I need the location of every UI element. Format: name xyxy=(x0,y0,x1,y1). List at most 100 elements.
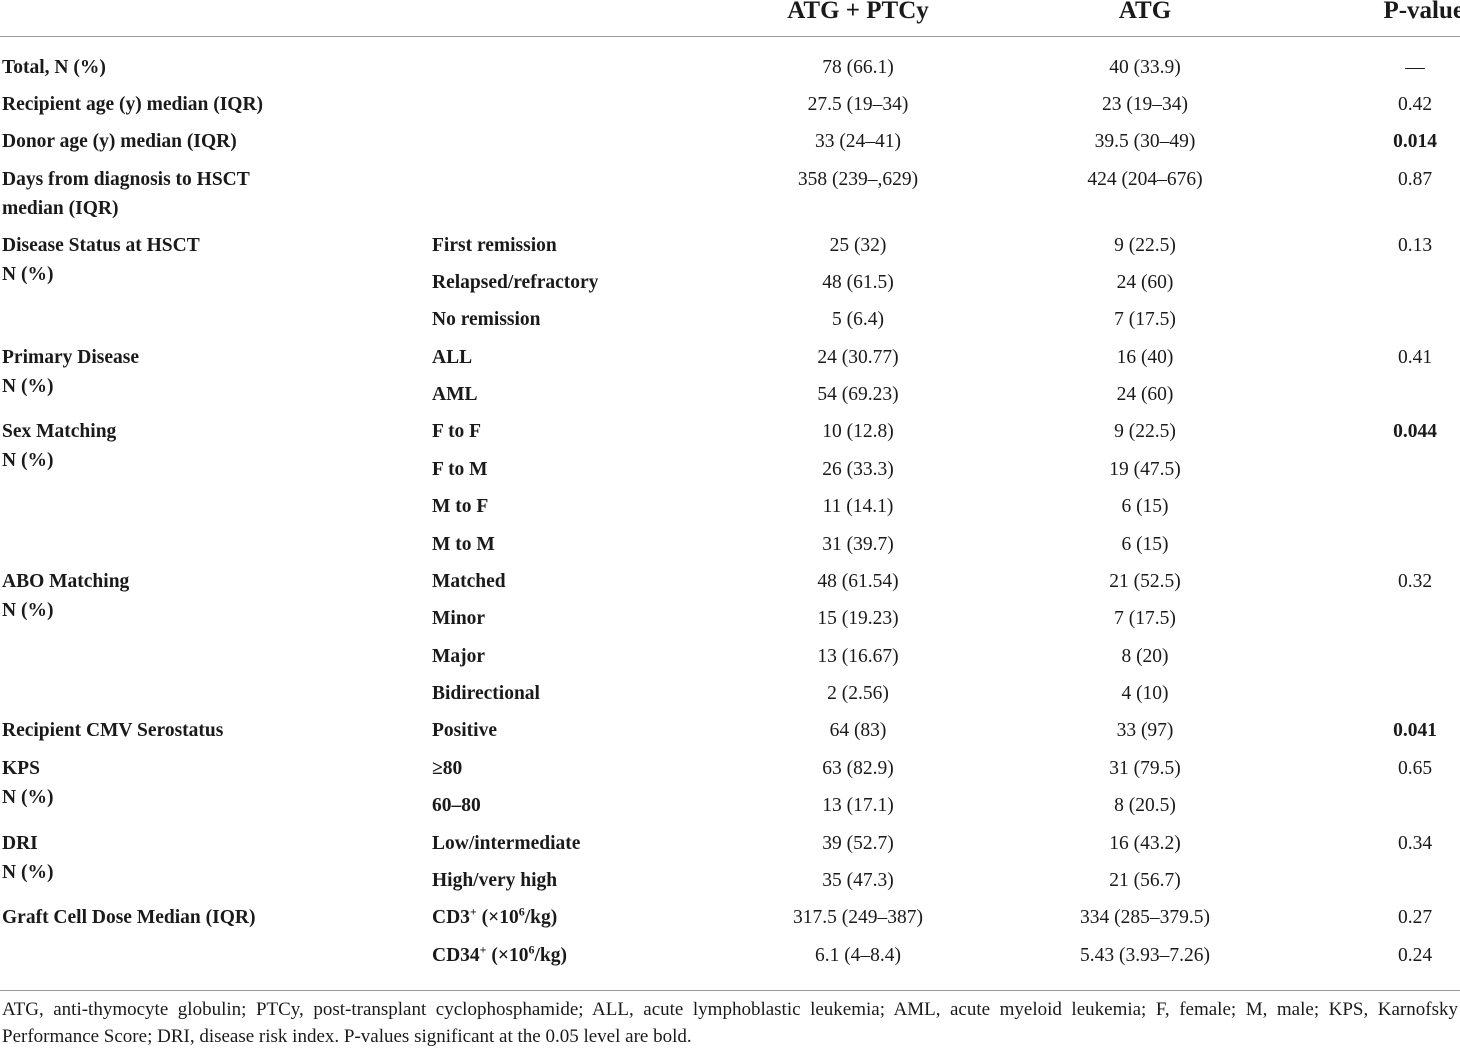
value-atg: 33 (97) xyxy=(1116,720,1174,741)
row-category: M to M xyxy=(432,530,732,559)
value-atg: 39.5 (30–49) xyxy=(1094,131,1196,152)
category-label: 60–80 xyxy=(432,795,481,816)
category-superscript: + xyxy=(479,942,487,957)
row-category: AML xyxy=(432,380,732,409)
value-atg: 6 (15) xyxy=(1121,496,1169,517)
value-atg-ptcy: 2 (2.56) xyxy=(827,683,889,704)
row-characteristic: Recipient CMV Serostatus xyxy=(2,716,422,745)
p-value: 0.42 xyxy=(1397,94,1433,115)
characteristic-label: Days from diagnosis to HSCT xyxy=(2,169,250,190)
category-label: Bidirectional xyxy=(432,683,540,704)
category-label: No remission xyxy=(432,309,541,330)
characteristic-sublabel: N (%) xyxy=(2,376,54,397)
row-category: Relapsed/refractory xyxy=(432,268,732,297)
value-atg-ptcy: 13 (17.1) xyxy=(822,795,894,816)
characteristic-label: Sex Matching xyxy=(2,421,117,442)
row-category: First remission xyxy=(432,231,732,260)
characteristic-label: DRI xyxy=(2,833,38,854)
category-label: Positive xyxy=(432,720,497,741)
header-p-value: P-value xyxy=(1383,0,1460,24)
value-atg-ptcy: 13 (16.67) xyxy=(817,646,899,667)
value-atg-ptcy: 24 (30.77) xyxy=(817,347,899,368)
value-atg: 19 (47.5) xyxy=(1109,459,1181,480)
category-label: M to M xyxy=(432,534,495,555)
value-atg-ptcy: 6.1 (4–8.4) xyxy=(814,945,902,966)
row-category: Bidirectional xyxy=(432,679,732,708)
row-characteristic: DRI N (%) xyxy=(2,829,422,887)
category-label: CD3 xyxy=(432,907,470,928)
value-atg-ptcy: 31 (39.7) xyxy=(822,534,894,555)
value-atg: 8 (20) xyxy=(1121,646,1169,667)
p-value: 0.27 xyxy=(1397,907,1433,928)
row-category: ALL xyxy=(432,343,732,372)
value-atg-ptcy: 15 (19.23) xyxy=(817,608,899,629)
characteristic-label: Donor age (y) median (IQR) xyxy=(2,131,237,152)
row-characteristic: Disease Status at HSCT N (%) xyxy=(2,231,422,289)
category-unit-end: /kg) xyxy=(534,945,568,966)
row-characteristic: Primary Disease N (%) xyxy=(2,343,422,401)
category-label: CD34 xyxy=(432,945,480,966)
p-value: 0.044 xyxy=(1393,421,1437,442)
value-atg-ptcy: 54 (69.23) xyxy=(817,384,899,405)
row-category: F to F xyxy=(432,417,732,446)
category-label: ≥80 xyxy=(432,758,463,779)
category-label: First remission xyxy=(432,235,557,256)
characteristic-sublabel: N (%) xyxy=(2,264,54,285)
characteristic-label: Recipient CMV Serostatus xyxy=(2,720,224,741)
value-atg-ptcy: 26 (33.3) xyxy=(822,459,894,480)
category-label: F to M xyxy=(432,459,488,480)
row-characteristic: Recipient age (y) median (IQR) xyxy=(2,90,422,119)
value-atg: 21 (56.7) xyxy=(1109,870,1181,891)
value-atg-ptcy: 64 (83) xyxy=(829,720,887,741)
p-value: 0.34 xyxy=(1397,833,1433,854)
characteristic-sublabel: N (%) xyxy=(2,862,54,883)
value-atg: 24 (60) xyxy=(1116,384,1174,405)
row-category: No remission xyxy=(432,305,732,334)
row-characteristic: Sex Matching N (%) xyxy=(2,417,422,475)
characteristic-sublabel: N (%) xyxy=(2,450,54,471)
value-atg: 5.43 (3.93–7.26) xyxy=(1080,945,1210,966)
p-value: 0.24 xyxy=(1397,945,1433,966)
characteristic-label: Total, N (%) xyxy=(2,57,106,78)
category-label: Minor xyxy=(432,608,486,629)
value-atg: 24 (60) xyxy=(1116,272,1174,293)
value-atg: 9 (22.5) xyxy=(1114,421,1176,442)
value-atg-ptcy: 48 (61.54) xyxy=(817,571,899,592)
value-atg: 16 (43.2) xyxy=(1109,833,1181,854)
category-label: F to F xyxy=(432,421,482,442)
row-category: 60–80 xyxy=(432,791,732,820)
category-exponent: 6 xyxy=(518,904,525,919)
category-unit: (×10 xyxy=(476,907,519,928)
value-atg-ptcy: 11 (14.1) xyxy=(822,496,894,517)
category-label: Relapsed/refractory xyxy=(432,272,599,293)
value-atg: 16 (40) xyxy=(1116,347,1174,368)
category-label: Matched xyxy=(432,571,506,592)
value-atg: 6 (15) xyxy=(1121,534,1169,555)
row-category: High/very high xyxy=(432,866,732,895)
characteristic-sublabel: N (%) xyxy=(2,600,54,621)
row-category: F to M xyxy=(432,455,732,484)
value-atg-ptcy: 78 (66.1) xyxy=(822,57,894,78)
characteristic-label: Recipient age (y) median (IQR) xyxy=(2,94,264,115)
row-category: Positive xyxy=(432,716,732,745)
value-atg: 7 (17.5) xyxy=(1114,608,1176,629)
row-category: Matched xyxy=(432,567,732,596)
header-atg-ptcy: ATG + PTCy xyxy=(787,0,929,24)
value-atg-ptcy: 358 (239–,629) xyxy=(797,169,919,190)
row-category: ≥80 xyxy=(432,754,732,783)
value-atg-ptcy: 5 (6.4) xyxy=(832,309,884,330)
value-atg-ptcy: 10 (12.8) xyxy=(822,421,894,442)
characteristic-label: Disease Status at HSCT xyxy=(2,235,200,256)
value-atg-ptcy: 39 (52.7) xyxy=(822,833,894,854)
header-rule xyxy=(0,36,1460,37)
value-atg: 4 (10) xyxy=(1121,683,1169,704)
row-category: CD34+ (×106/kg) xyxy=(432,941,732,970)
header-atg: ATG xyxy=(1118,0,1172,24)
category-label: M to F xyxy=(432,496,489,517)
row-characteristic: KPS N (%) xyxy=(2,754,422,812)
characteristic-label: KPS xyxy=(2,758,40,779)
value-atg-ptcy: 33 (24–41) xyxy=(814,131,902,152)
characteristic-sublabel: median (IQR) xyxy=(2,198,119,219)
p-value: 0.041 xyxy=(1393,720,1437,741)
row-category: Low/intermediate xyxy=(432,829,732,858)
